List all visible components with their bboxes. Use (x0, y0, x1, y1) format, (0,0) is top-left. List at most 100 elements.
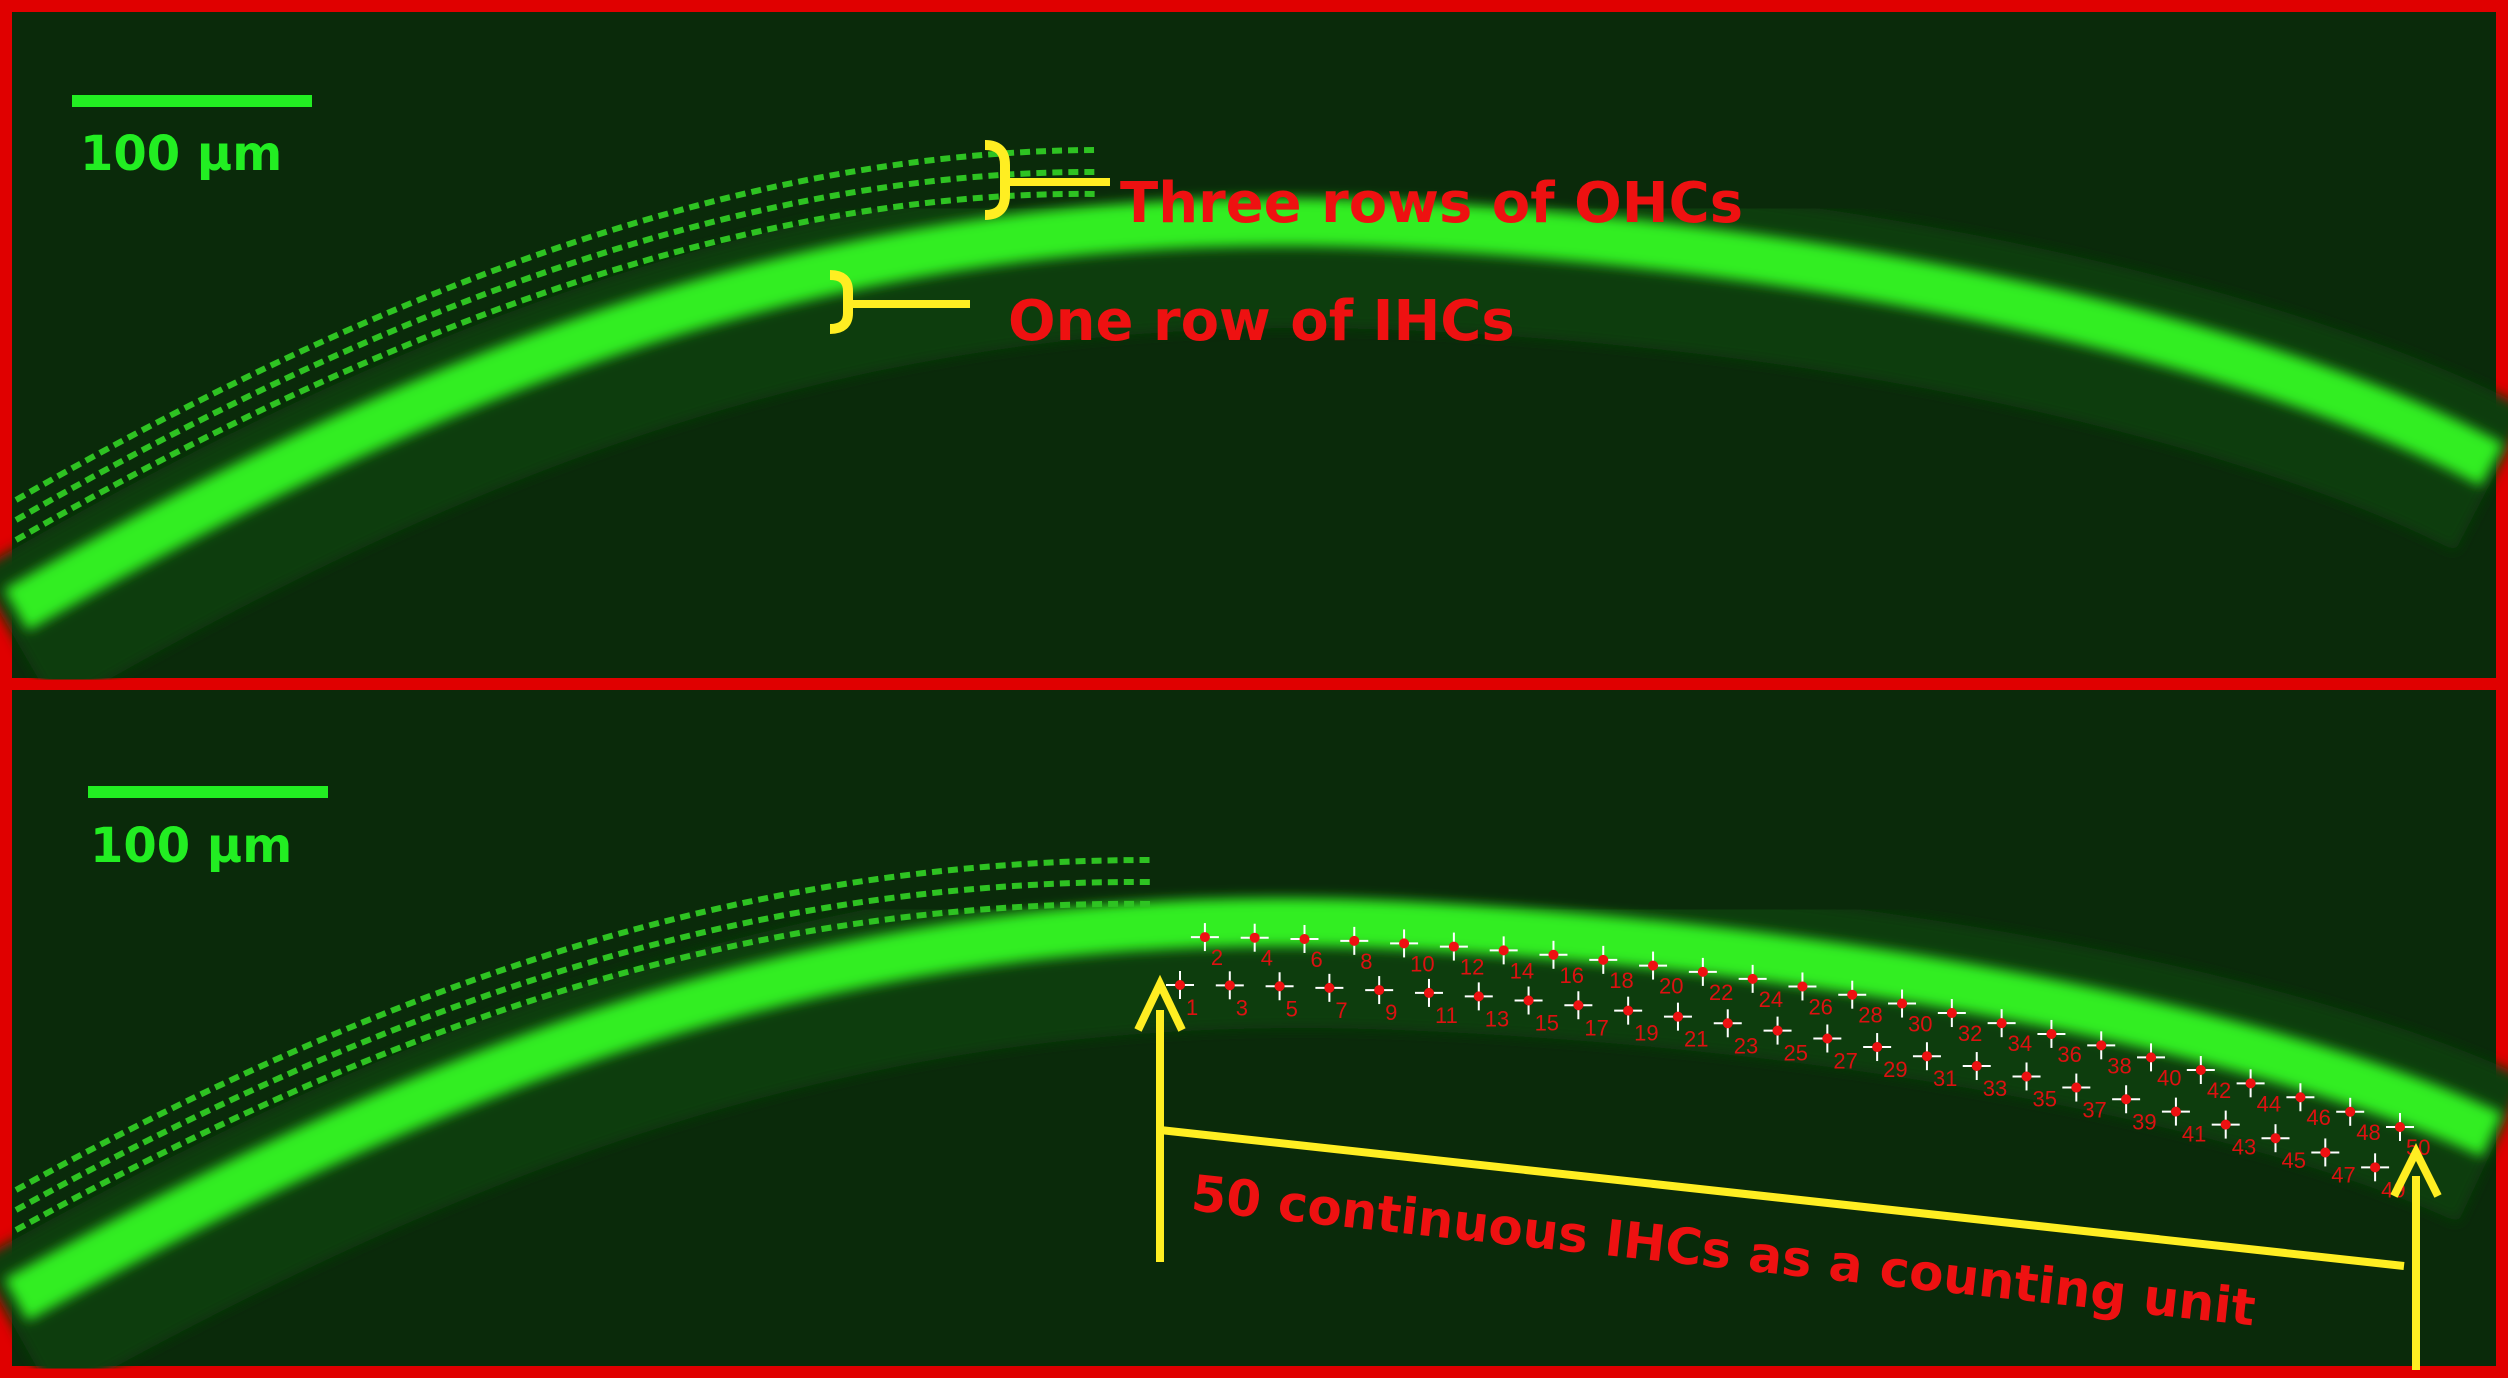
cell-dot (1349, 935, 1360, 946)
cell-dot (1697, 966, 1708, 977)
cell-number: 31 (1933, 1066, 1957, 1091)
cell-dot (2345, 1106, 2356, 1117)
cell-number: 46 (2306, 1105, 2330, 1130)
cell-number: 2 (1211, 945, 1223, 970)
cell-dot (1672, 1011, 1683, 1022)
cell-dot (1598, 954, 1609, 965)
cell-number: 14 (1510, 958, 1534, 983)
cell-dot (2071, 1082, 2082, 1093)
cell-number: 26 (1808, 994, 1832, 1019)
cell-number: 48 (2356, 1120, 2380, 1145)
cell-dot (1946, 1008, 1957, 1019)
cell-number: 34 (2008, 1031, 2032, 1056)
cell-dot (2395, 1122, 2405, 1132)
cell-dot (1473, 991, 1484, 1002)
cell-number: 1 (1186, 995, 1198, 1020)
cell-number: 24 (1759, 987, 1783, 1012)
cell-number: 6 (1310, 947, 1322, 972)
cell-dot (1224, 980, 1235, 991)
cell-dot (2096, 1040, 2107, 1051)
cell-number: 47 (2331, 1162, 2355, 1187)
scale-label: 100 µm (90, 818, 292, 874)
cell-dot (1249, 932, 1260, 943)
cell-dot (1847, 989, 1858, 1000)
cell-number: 40 (2157, 1065, 2181, 1090)
ohc-row (14, 190, 1101, 543)
cell-number: 28 (1858, 1003, 1882, 1028)
ohc-row (14, 168, 1101, 523)
cell-dot (1423, 987, 1434, 998)
cell-number: 21 (1684, 1027, 1708, 1052)
cell-dot (2170, 1106, 2181, 1117)
cell-number: 17 (1584, 1015, 1608, 1040)
cell-dot (1797, 981, 1808, 992)
scale-label: 100 µm (80, 126, 282, 182)
cell-number: 37 (2082, 1098, 2106, 1123)
cell-dot (1722, 1018, 1733, 1029)
ohc-row (14, 900, 1151, 1233)
cell-dot (2270, 1133, 2281, 1144)
cell-dot (1374, 985, 1385, 996)
cell-markers: 1234567891011121314151617181920212223242… (1166, 923, 2430, 1202)
cell-number: 5 (1286, 996, 1298, 1021)
cell-number: 12 (1460, 955, 1484, 980)
cell-dot (2370, 1162, 2381, 1173)
cell-dot (2320, 1147, 2331, 1158)
cell-dot (1971, 1061, 1982, 1072)
ohc-row (14, 878, 1151, 1213)
cell-dot (2295, 1092, 2306, 1103)
cell-dot (2046, 1028, 2057, 1039)
cell-number: 29 (1883, 1057, 1907, 1082)
cell-number: 23 (1734, 1033, 1758, 1058)
cell-dot (2021, 1071, 2032, 1082)
cell-number: 18 (1609, 968, 1633, 993)
ihc-band (3, 197, 2504, 631)
cell-number: 32 (1958, 1021, 1982, 1046)
cell-dot (1324, 982, 1335, 993)
cell-dot (1648, 960, 1659, 971)
annotation: Three rows of OHCs (1120, 171, 1743, 236)
cell-dot (1448, 941, 1459, 952)
cell-dot (1897, 998, 1908, 1009)
cell-dot (1299, 933, 1310, 944)
cell-dot (1822, 1033, 1833, 1044)
ohc-row (14, 147, 1101, 503)
cell-number: 11 (1435, 1003, 1458, 1028)
span-line (1159, 1126, 2405, 1270)
cell-number: 20 (1659, 974, 1683, 999)
cell-number: 16 (1559, 963, 1583, 988)
cell-dot (1921, 1051, 1932, 1062)
cell-number: 3 (1236, 995, 1248, 1020)
cell-dot (1274, 981, 1285, 992)
cell-number: 44 (2257, 1091, 2281, 1116)
cell-number: 19 (1634, 1021, 1658, 1046)
cell-dot (1772, 1025, 1783, 1036)
cell-number: 38 (2107, 1053, 2131, 1078)
cell-number: 41 (2182, 1122, 2206, 1147)
cell-number: 27 (1833, 1048, 1857, 1073)
cell-dot (1573, 1000, 1584, 1011)
ihc-band (4, 897, 2503, 1321)
cell-number: 36 (2057, 1042, 2081, 1067)
cell-dot (1523, 995, 1534, 1006)
panel-bottom: 100 µm 123456789101112131415161718192021… (0, 690, 2508, 1378)
cell-dot (1175, 980, 1185, 990)
annotation: One row of IHCs (1008, 289, 1515, 354)
cell-dot (1872, 1042, 1883, 1053)
cell-number: 13 (1485, 1006, 1509, 1031)
cell-number: 39 (2132, 1109, 2156, 1134)
cell-number: 10 (1410, 951, 1434, 976)
cell-dot (1747, 973, 1758, 984)
cell-number: 35 (2033, 1086, 2057, 1111)
cell-dot (1399, 938, 1410, 949)
cell-dot (2121, 1094, 2132, 1105)
cell-dot (1548, 949, 1559, 960)
cell-number: 42 (2207, 1078, 2231, 1103)
cell-number: 43 (2232, 1135, 2256, 1160)
cell-number: 9 (1385, 1000, 1397, 1025)
cell-dot (2195, 1065, 2206, 1076)
cell-number: 15 (1535, 1011, 1559, 1036)
ohc-row (14, 857, 1151, 1193)
cell-dot (1199, 932, 1210, 943)
cell-number: 4 (1261, 946, 1273, 971)
